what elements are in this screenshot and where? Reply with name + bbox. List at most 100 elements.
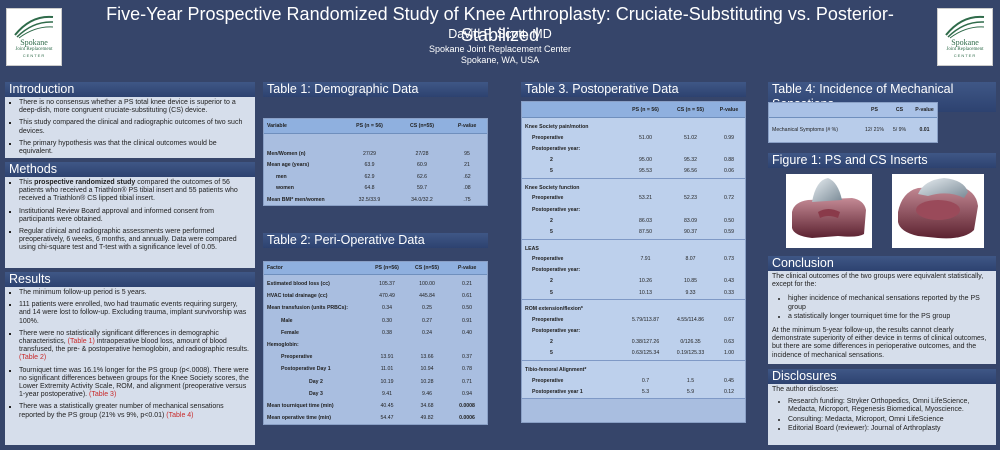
conclusion-item: higher incidence of mechanical sensation…	[788, 295, 992, 311]
conclusion-intro: The clinical outcomes of the two groups …	[772, 273, 984, 289]
conclusion-summary: At the minimum 5-year follow-up, the res…	[772, 327, 987, 359]
poster-title: Five-Year Prospective Randomized Study o…	[106, 4, 894, 45]
table2-link[interactable]: (Table 2)	[19, 354, 47, 362]
table4-link[interactable]: (Table 4)	[166, 411, 194, 419]
table2-cell: Mean transfusion (units PRBCs):	[267, 305, 348, 312]
intro-panel: There is no consensus whether a PS total…	[5, 97, 255, 158]
table2-cell: Preoperative	[281, 354, 313, 361]
table2-cell: 0.71	[461, 378, 473, 385]
results-item: There were no statistically significant …	[19, 330, 251, 363]
table2-cell: Mean tourniquet time (min)	[267, 402, 334, 409]
logo-subtitle: Joint Replacement	[946, 47, 984, 52]
table-row: Postoperative year:	[522, 265, 745, 276]
table3-cell: 1.5	[686, 377, 695, 384]
table3-cell: Preoperative	[532, 134, 564, 141]
results-item: The minimum follow-up period is 5 years.	[19, 289, 251, 297]
table-row: 5 10.13 9.33 0.33	[522, 287, 745, 298]
table3-cell: 0.06	[723, 168, 735, 175]
table3-group-name: Tibio-femoral Alignment*	[525, 367, 587, 373]
table4-col-ps: PS	[871, 107, 878, 113]
table2-cell: 445.84	[419, 293, 435, 300]
logo-subtitle: Joint Replacement	[15, 47, 53, 52]
table2-header-row: Factor PS (n=56) CS (n=55) P-value	[264, 262, 487, 275]
knee-inserts-image	[786, 174, 984, 248]
table-row: 2 10.26 10.85 0.43	[522, 276, 745, 287]
table3-cell: 0.45	[723, 377, 735, 384]
table4-col-cs: CS	[895, 107, 904, 113]
table1: Variable PS (n = 56) CS (n=55) P-value M…	[263, 118, 488, 206]
table-row: Preoperative 0.7 1.5 0.45	[522, 375, 745, 386]
table3-cell: Postoperative year:	[532, 145, 581, 152]
table1-cell: Mean BMI* men/women	[267, 196, 325, 203]
table-row: Hemoglobin:	[264, 339, 487, 351]
table1-col-variable: Variable	[267, 123, 287, 129]
table3-heading: Table 3. Postoperative Data	[521, 82, 746, 97]
disclosures-intro: The author discloses:	[772, 386, 839, 393]
table3-cell: 5.79/113.87	[631, 316, 660, 323]
table3-cell: Postoperative year 1	[532, 388, 583, 395]
table-row: 2 95.00 95.32 0.88	[522, 154, 745, 165]
table1-heading: Table 1: Demographic Data	[263, 82, 488, 97]
results-text: Tourniquet time was 16.1% longer for the…	[19, 366, 249, 399]
table2-cell: Female	[281, 329, 299, 336]
table1-cell: .62	[463, 173, 471, 180]
table3-cell: 95.53	[639, 168, 652, 175]
table2-cell: 49.82	[420, 415, 434, 422]
table-row: Estimated blood loss (cc) 105.37 100.00 0.2…	[264, 278, 487, 290]
table-row: Mean age (years) 63.9 60.9 21	[264, 160, 487, 172]
table3-link[interactable]: (Table 3)	[89, 391, 117, 399]
table3-group-name: ROM extension/flexion*	[525, 306, 583, 313]
methods-text: This	[19, 179, 35, 186]
table1-link[interactable]: (Table 1)	[67, 338, 95, 346]
table1-body: Men/Women (n) 27/29 27/28 95 Mean age (years…	[264, 134, 487, 206]
table3-cell: 0.7	[641, 377, 650, 384]
table2-cell: 0.30	[381, 317, 393, 324]
table2-cell: 0.0008	[459, 402, 475, 409]
conclusion-panel: The clinical outcomes of the two groups …	[768, 271, 996, 364]
table2-cell: 0.37	[461, 354, 473, 361]
table2-cell: HVAC total drainage (cc)	[267, 293, 328, 300]
logo-center: CENTER	[953, 53, 977, 58]
table1-cell: Mean age (years)	[267, 162, 310, 169]
table1-cell: .08	[463, 185, 471, 192]
table1-cell: 64.8	[364, 185, 375, 192]
table2-cell: 0.61	[461, 293, 473, 300]
table2-cell: 34.68	[420, 402, 434, 409]
table-row: Mean BMI* men/women 32.5/33.9 34.0/32.2 .75	[264, 194, 487, 206]
intro-item: This study compared the clinical and rad…	[19, 119, 251, 135]
table2-cell: Day 3	[309, 390, 323, 397]
table-row: Mechanical Symptoms (# %) 12/ 21% 5/ 9% …	[769, 118, 937, 142]
disclosures-item: Consulting: Medacta, Microport, Omni Lif…	[788, 416, 992, 424]
table2-cell: 11.01	[380, 366, 394, 373]
location: Spokane, WA, USA	[460, 55, 540, 65]
table-row: Postoperative year:	[522, 143, 745, 154]
figure1-heading: Figure 1: PS and CS Inserts	[768, 153, 996, 168]
table3-cell: 5	[550, 228, 553, 235]
table1-header-row: Variable PS (n = 56) CS (n=55) P-value	[264, 119, 487, 134]
results-text: intraoperative blood loss, amount of blo…	[19, 338, 249, 354]
table3-cell: 52.23	[684, 195, 697, 202]
table-row: Female 0.38 0.24 0.40	[264, 327, 487, 339]
table2-col-cs: CS (n=55)	[414, 265, 440, 271]
table-row: 5 87.50 90.37 0.59	[522, 226, 745, 237]
disclosures-item: Research funding: Stryker Orthopedics, O…	[788, 398, 992, 414]
methods-panel: This prospective randomized study compar…	[5, 177, 255, 268]
methods-item: Institutional Review Board approval and …	[19, 208, 251, 224]
table1-col-ps: PS (n = 56)	[356, 123, 383, 129]
table3-cell: 83.09	[684, 217, 697, 224]
table3-col-cs: CS (n = 55)	[677, 106, 704, 113]
table-row: Preoperative 13.91 13.66 0.37	[264, 351, 487, 363]
table3-col-pvalue: P-value	[719, 106, 739, 113]
table3-cell: 5.9	[686, 388, 695, 395]
disclosures-item: Editorial Board (reviewer): Journal of A…	[788, 425, 992, 433]
results-item: There was a statistically greater number…	[19, 403, 251, 419]
table3-header-row: PS (n = 56) CS (n = 55) P-value	[522, 102, 745, 118]
table1-cell: 60.9	[416, 162, 428, 169]
logo-right: Spokane Joint Replacement CENTER	[937, 8, 993, 66]
table3-cell: 90.37	[684, 228, 697, 235]
table3-cell: 10.13	[639, 289, 652, 296]
results-text: There were no statistically significant …	[19, 329, 219, 346]
table1-cell: 63.9	[364, 162, 375, 169]
table3-cell: 2	[550, 156, 553, 163]
results-panel: The minimum follow-up period is 5 years.…	[5, 287, 255, 445]
